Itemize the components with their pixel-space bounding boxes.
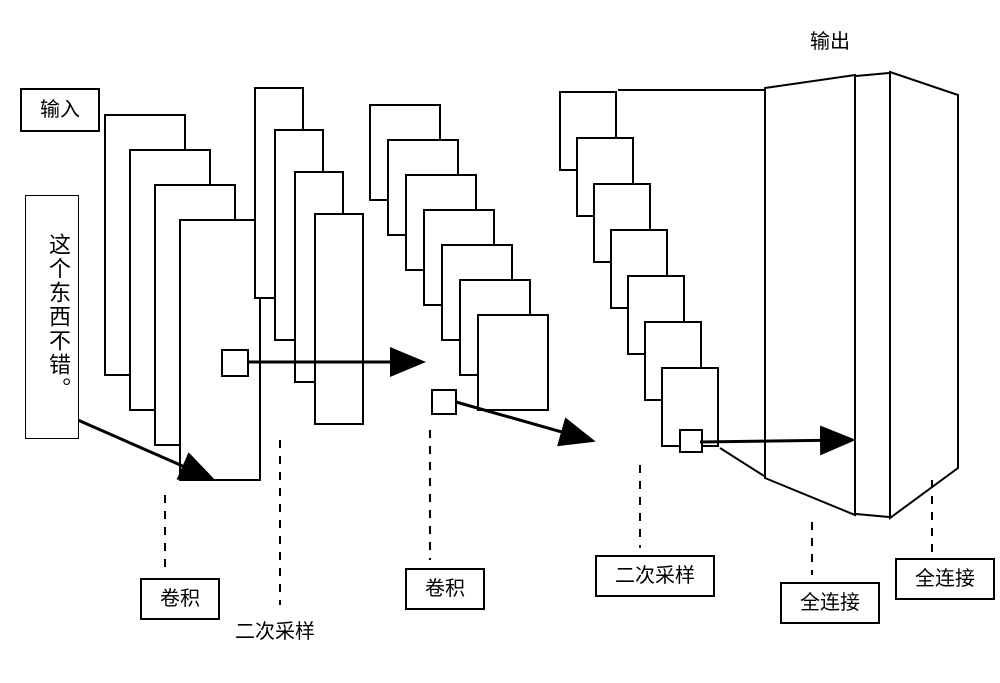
label-sub2: 二次采样 <box>595 555 715 597</box>
label-conv2: 卷积 <box>405 568 485 610</box>
sub1-map-3 <box>315 214 363 424</box>
fc2-slab <box>890 72 958 518</box>
connector-2 <box>856 73 889 76</box>
label-fc2: 全连接 <box>895 558 995 600</box>
connector-3 <box>856 514 889 517</box>
input-text-box: 这个东西不错。 <box>25 195 79 439</box>
conv1-patch <box>222 350 248 376</box>
output-label: 输出 <box>810 25 850 54</box>
flow-arrow-3 <box>700 440 850 442</box>
conv2-map-6 <box>478 315 548 410</box>
label-conv1: 卷积 <box>140 578 220 620</box>
connector-1 <box>720 448 764 476</box>
sub2-patch <box>680 430 702 452</box>
fc1-slab <box>765 75 855 515</box>
conv2-patch <box>432 390 456 414</box>
input-heading: 输入 <box>20 88 100 132</box>
label-sub1: 二次采样 <box>235 615 315 644</box>
label-fc1: 全连接 <box>780 582 880 624</box>
